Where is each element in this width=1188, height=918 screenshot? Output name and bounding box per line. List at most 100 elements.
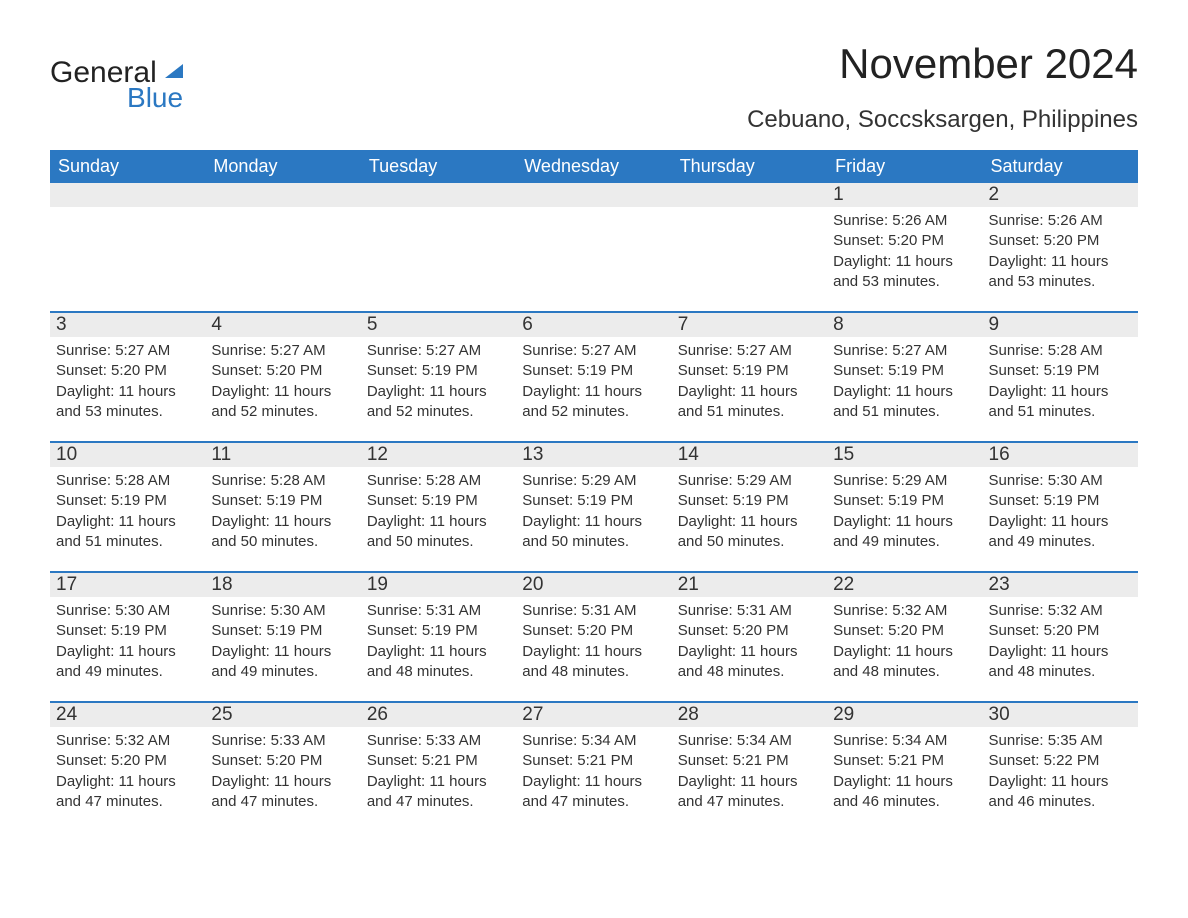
daylight-text: Daylight: 11 hours and 46 minutes.: [833, 772, 976, 813]
sunrise-text: Sunrise: 5:34 AM: [833, 731, 976, 751]
sunrise-text: Sunrise: 5:31 AM: [678, 601, 821, 621]
sunrise-text: Sunrise: 5:30 AM: [989, 471, 1132, 491]
day-cell: 6Sunrise: 5:27 AMSunset: 5:19 PMDaylight…: [516, 313, 671, 441]
day-number: [205, 183, 360, 207]
day-cell: 21Sunrise: 5:31 AMSunset: 5:20 PMDayligh…: [672, 573, 827, 701]
sunset-text: Sunset: 5:20 PM: [833, 621, 976, 641]
week-row: 17Sunrise: 5:30 AMSunset: 5:19 PMDayligh…: [50, 571, 1138, 701]
sunrise-text: Sunrise: 5:29 AM: [833, 471, 976, 491]
day-number: 6: [516, 313, 671, 337]
week-row: 1Sunrise: 5:26 AMSunset: 5:20 PMDaylight…: [50, 183, 1138, 311]
calendar: Sunday Monday Tuesday Wednesday Thursday…: [50, 150, 1138, 831]
sunset-text: Sunset: 5:20 PM: [989, 621, 1132, 641]
sunrise-text: Sunrise: 5:28 AM: [989, 341, 1132, 361]
day-cell: 1Sunrise: 5:26 AMSunset: 5:20 PMDaylight…: [827, 183, 982, 311]
day-cell: [361, 183, 516, 311]
day-cell: 5Sunrise: 5:27 AMSunset: 5:19 PMDaylight…: [361, 313, 516, 441]
week-row: 10Sunrise: 5:28 AMSunset: 5:19 PMDayligh…: [50, 441, 1138, 571]
daylight-text: Daylight: 11 hours and 47 minutes.: [56, 772, 199, 813]
day-details: Sunrise: 5:30 AMSunset: 5:19 PMDaylight:…: [205, 597, 360, 690]
day-details: Sunrise: 5:31 AMSunset: 5:20 PMDaylight:…: [516, 597, 671, 690]
daylight-text: Daylight: 11 hours and 51 minutes.: [678, 382, 821, 423]
day-details: Sunrise: 5:30 AMSunset: 5:19 PMDaylight:…: [50, 597, 205, 690]
day-details: Sunrise: 5:27 AMSunset: 5:19 PMDaylight:…: [827, 337, 982, 430]
sunset-text: Sunset: 5:19 PM: [367, 621, 510, 641]
day-details: Sunrise: 5:28 AMSunset: 5:19 PMDaylight:…: [361, 467, 516, 560]
sunset-text: Sunset: 5:20 PM: [56, 751, 199, 771]
day-number: 13: [516, 443, 671, 467]
sunrise-text: Sunrise: 5:27 AM: [833, 341, 976, 361]
sunset-text: Sunset: 5:21 PM: [367, 751, 510, 771]
dayhead-mon: Monday: [205, 150, 360, 183]
day-details: Sunrise: 5:29 AMSunset: 5:19 PMDaylight:…: [827, 467, 982, 560]
daylight-text: Daylight: 11 hours and 53 minutes.: [56, 382, 199, 423]
daylight-text: Daylight: 11 hours and 46 minutes.: [989, 772, 1132, 813]
day-cell: [205, 183, 360, 311]
sunrise-text: Sunrise: 5:33 AM: [367, 731, 510, 751]
sunrise-text: Sunrise: 5:27 AM: [522, 341, 665, 361]
sunrise-text: Sunrise: 5:31 AM: [367, 601, 510, 621]
sunset-text: Sunset: 5:19 PM: [833, 491, 976, 511]
day-details: Sunrise: 5:27 AMSunset: 5:19 PMDaylight:…: [516, 337, 671, 430]
sunrise-text: Sunrise: 5:35 AM: [989, 731, 1132, 751]
sunrise-text: Sunrise: 5:27 AM: [367, 341, 510, 361]
day-number: 24: [50, 703, 205, 727]
day-details: Sunrise: 5:28 AMSunset: 5:19 PMDaylight:…: [205, 467, 360, 560]
day-cell: 9Sunrise: 5:28 AMSunset: 5:19 PMDaylight…: [983, 313, 1138, 441]
sunrise-text: Sunrise: 5:28 AM: [211, 471, 354, 491]
day-number: 20: [516, 573, 671, 597]
daylight-text: Daylight: 11 hours and 47 minutes.: [211, 772, 354, 813]
day-number: 1: [827, 183, 982, 207]
day-details: Sunrise: 5:33 AMSunset: 5:21 PMDaylight:…: [361, 727, 516, 820]
day-cell: 17Sunrise: 5:30 AMSunset: 5:19 PMDayligh…: [50, 573, 205, 701]
logo: General Blue: [50, 40, 183, 112]
sunset-text: Sunset: 5:21 PM: [678, 751, 821, 771]
sunrise-text: Sunrise: 5:32 AM: [989, 601, 1132, 621]
dayhead-thu: Thursday: [672, 150, 827, 183]
day-details: Sunrise: 5:28 AMSunset: 5:19 PMDaylight:…: [983, 337, 1138, 430]
logo-triangle-icon: [165, 64, 183, 78]
day-details: Sunrise: 5:34 AMSunset: 5:21 PMDaylight:…: [827, 727, 982, 820]
sunrise-text: Sunrise: 5:28 AM: [56, 471, 199, 491]
day-number: 30: [983, 703, 1138, 727]
day-cell: 28Sunrise: 5:34 AMSunset: 5:21 PMDayligh…: [672, 703, 827, 831]
day-details: Sunrise: 5:32 AMSunset: 5:20 PMDaylight:…: [983, 597, 1138, 690]
day-cell: 15Sunrise: 5:29 AMSunset: 5:19 PMDayligh…: [827, 443, 982, 571]
daylight-text: Daylight: 11 hours and 48 minutes.: [367, 642, 510, 683]
daylight-text: Daylight: 11 hours and 53 minutes.: [989, 252, 1132, 293]
daylight-text: Daylight: 11 hours and 48 minutes.: [989, 642, 1132, 683]
day-cell: 24Sunrise: 5:32 AMSunset: 5:20 PMDayligh…: [50, 703, 205, 831]
day-number: 22: [827, 573, 982, 597]
sunset-text: Sunset: 5:22 PM: [989, 751, 1132, 771]
sunrise-text: Sunrise: 5:27 AM: [211, 341, 354, 361]
sunset-text: Sunset: 5:20 PM: [989, 231, 1132, 251]
day-details: Sunrise: 5:31 AMSunset: 5:19 PMDaylight:…: [361, 597, 516, 690]
sunset-text: Sunset: 5:19 PM: [833, 361, 976, 381]
daylight-text: Daylight: 11 hours and 53 minutes.: [833, 252, 976, 293]
daylight-text: Daylight: 11 hours and 49 minutes.: [833, 512, 976, 553]
day-number: [50, 183, 205, 207]
day-cell: [516, 183, 671, 311]
day-number: 9: [983, 313, 1138, 337]
week-row: 3Sunrise: 5:27 AMSunset: 5:20 PMDaylight…: [50, 311, 1138, 441]
sunrise-text: Sunrise: 5:32 AM: [833, 601, 976, 621]
day-number: 11: [205, 443, 360, 467]
day-number: 17: [50, 573, 205, 597]
day-cell: 2Sunrise: 5:26 AMSunset: 5:20 PMDaylight…: [983, 183, 1138, 311]
sunrise-text: Sunrise: 5:26 AM: [833, 211, 976, 231]
day-cell: 18Sunrise: 5:30 AMSunset: 5:19 PMDayligh…: [205, 573, 360, 701]
sunset-text: Sunset: 5:19 PM: [522, 491, 665, 511]
sunset-text: Sunset: 5:19 PM: [56, 491, 199, 511]
day-number: 3: [50, 313, 205, 337]
day-details: Sunrise: 5:27 AMSunset: 5:19 PMDaylight:…: [672, 337, 827, 430]
sunrise-text: Sunrise: 5:28 AM: [367, 471, 510, 491]
daylight-text: Daylight: 11 hours and 51 minutes.: [56, 512, 199, 553]
day-cell: 14Sunrise: 5:29 AMSunset: 5:19 PMDayligh…: [672, 443, 827, 571]
daylight-text: Daylight: 11 hours and 52 minutes.: [367, 382, 510, 423]
dayhead-sat: Saturday: [983, 150, 1138, 183]
sunrise-text: Sunrise: 5:30 AM: [56, 601, 199, 621]
day-details: Sunrise: 5:26 AMSunset: 5:20 PMDaylight:…: [983, 207, 1138, 300]
day-details: Sunrise: 5:30 AMSunset: 5:19 PMDaylight:…: [983, 467, 1138, 560]
daylight-text: Daylight: 11 hours and 50 minutes.: [211, 512, 354, 553]
day-cell: 11Sunrise: 5:28 AMSunset: 5:19 PMDayligh…: [205, 443, 360, 571]
